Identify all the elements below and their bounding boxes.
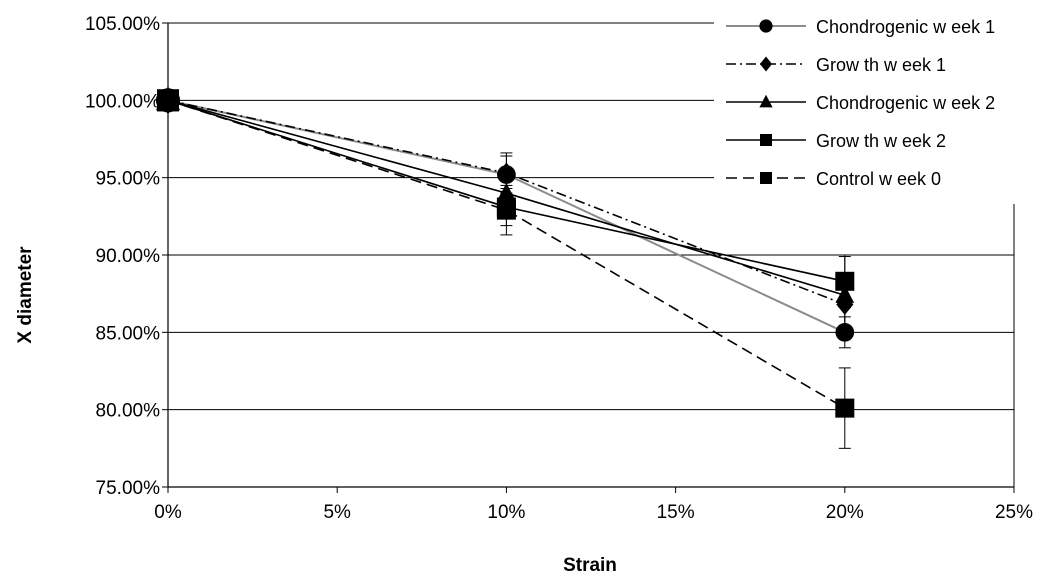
x-axis-ticks: 0% 5% 10% 15% 20% 25% <box>154 487 1033 523</box>
x-tick-label: 15% <box>657 502 695 523</box>
series-line <box>167 99 846 409</box>
data-point <box>835 271 855 291</box>
x-tick-label: 5% <box>323 502 351 523</box>
x-tick-label: 25% <box>995 502 1033 523</box>
x-tick-label: 0% <box>154 502 182 523</box>
y-tick-label: 105.00% <box>85 14 160 35</box>
x-tick-label: 20% <box>826 502 864 523</box>
y-tick-label: 85.00% <box>96 323 161 344</box>
legend-marker <box>760 172 772 184</box>
legend-label: Chondrogenic w eek 1 <box>816 17 995 37</box>
x-axis-title: Strain <box>563 555 617 576</box>
legend-marker <box>759 19 773 33</box>
legend-label: Control w eek 0 <box>816 169 941 189</box>
y-tick-label: 75.00% <box>96 478 161 499</box>
y-tick-label: 100.00% <box>85 91 160 112</box>
y-tick-label: 90.00% <box>96 246 161 267</box>
data-point <box>496 200 516 220</box>
legend-label: Grow th w eek 1 <box>816 55 946 75</box>
data-point <box>835 398 855 418</box>
y-axis-title: X diameter <box>15 246 36 344</box>
legend: Chondrogenic w eek 1 Grow th w eek 1 Chond… <box>714 1 1043 204</box>
legend-label: Chondrogenic w eek 2 <box>816 93 995 113</box>
series-layer <box>155 86 855 449</box>
legend-marker <box>760 134 772 146</box>
legend-label: Grow th w eek 2 <box>816 131 946 151</box>
y-tick-label: 80.00% <box>96 401 161 422</box>
y-tick-label: 95.00% <box>96 169 161 190</box>
y-axis-ticks: 75.00% 80.00% 85.00% 90.00% 95.00% 100.00% 105… <box>85 14 168 499</box>
legend-marker <box>759 94 773 108</box>
x-tick-label: 10% <box>487 502 525 523</box>
legend-marker <box>760 56 772 72</box>
data-point <box>157 89 179 112</box>
series-4 <box>157 89 855 449</box>
